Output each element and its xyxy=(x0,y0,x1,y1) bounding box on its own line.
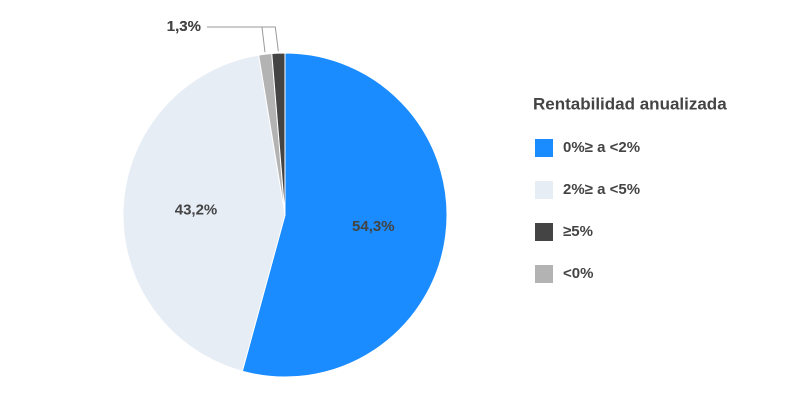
legend-label: ≥5% xyxy=(563,223,593,240)
leader-line xyxy=(207,26,279,52)
value-label: 1,3% xyxy=(167,18,201,35)
value-label: 43,2% xyxy=(175,201,218,218)
legend-title: Rentabilidad anualizada xyxy=(533,94,727,113)
pie-slice xyxy=(241,52,448,378)
value-label: 1,3% xyxy=(167,18,201,35)
legend-swatch xyxy=(535,139,553,157)
value-label: 54,3% xyxy=(352,218,395,235)
pie-slice xyxy=(271,52,286,216)
leader-line xyxy=(207,26,266,53)
legend-swatch xyxy=(535,223,553,241)
legend-label: 2%≥ a <5% xyxy=(563,181,640,198)
legend-swatch xyxy=(535,181,553,199)
legend-label: <0% xyxy=(563,265,593,282)
pie-slice xyxy=(122,54,286,372)
legend-swatch xyxy=(535,265,553,283)
legend-label: 0%≥ a <2% xyxy=(563,139,640,156)
